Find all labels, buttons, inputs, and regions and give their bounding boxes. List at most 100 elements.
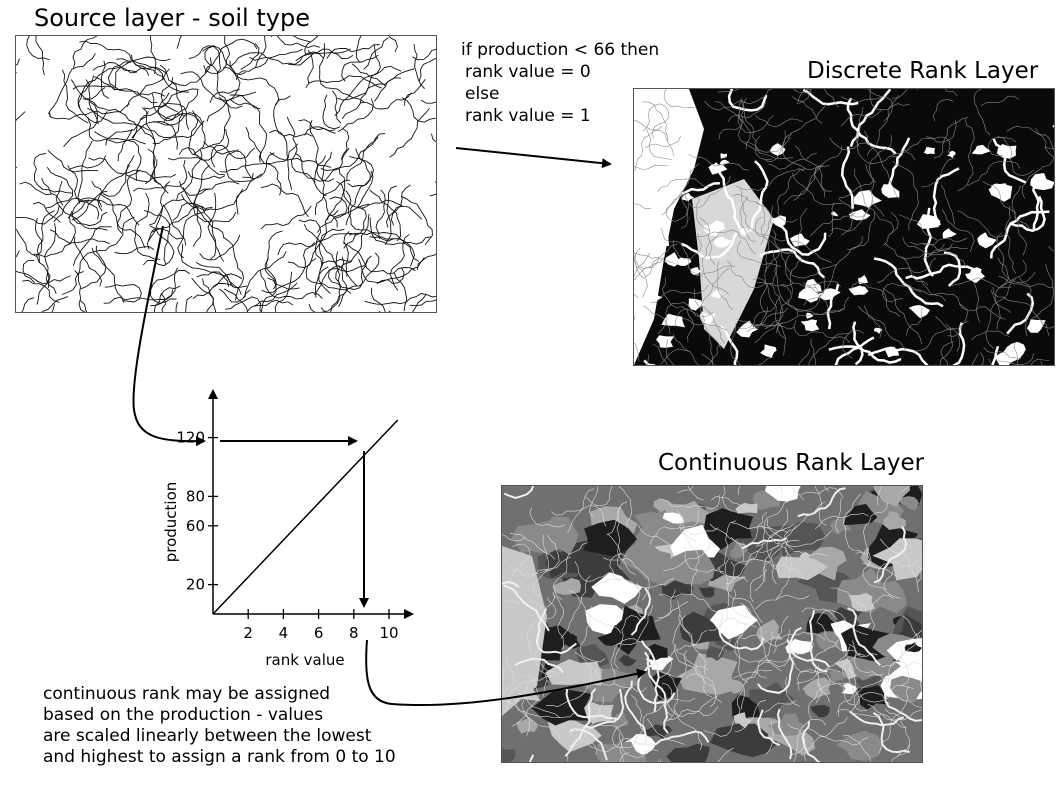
soil-contour — [318, 258, 352, 294]
rank-contour — [755, 594, 810, 610]
rank-contour — [636, 578, 675, 588]
rank-contour — [772, 229, 817, 289]
rank-contour — [612, 605, 653, 647]
rank-contour — [1011, 185, 1028, 256]
rank-contour — [850, 281, 901, 317]
rank-area — [706, 646, 725, 661]
soil-contour — [35, 217, 43, 257]
soil-contour — [132, 159, 188, 192]
rank-contour — [685, 673, 722, 703]
soil-contour — [149, 36, 157, 75]
soil-contour — [21, 297, 35, 312]
rank-contour — [809, 212, 856, 237]
rank-contour — [673, 333, 721, 365]
rank-contour — [814, 513, 869, 530]
rank-contour — [677, 486, 733, 512]
rank-contour — [731, 522, 789, 534]
soil-contour — [97, 155, 135, 212]
rank-contour — [738, 106, 751, 150]
soil-contour — [199, 234, 241, 261]
rank-stream — [640, 640, 660, 713]
low-rank-area — [665, 252, 679, 267]
rank-contour — [652, 649, 688, 678]
rank-area — [843, 503, 878, 526]
soil-contour — [345, 155, 371, 226]
rank-contour — [740, 187, 788, 242]
rank-contour — [940, 184, 955, 225]
y-tick-label: 20 — [186, 576, 205, 594]
rank-contour — [982, 180, 1030, 229]
rank-contour — [715, 520, 737, 572]
soil-contour — [16, 228, 51, 288]
rank-contour — [754, 114, 803, 128]
rank-area — [872, 538, 922, 581]
soil-contour — [345, 190, 394, 242]
rank-contour — [800, 487, 844, 498]
rank-contour — [757, 282, 784, 330]
rank-contour — [666, 674, 678, 722]
rank-contour — [742, 662, 770, 681]
soil-contour — [400, 195, 433, 246]
soil-contour — [355, 36, 362, 63]
rank-contour — [859, 685, 914, 703]
rank-contour — [949, 277, 1012, 289]
production-rank-graph: 2 4 6 8 10 20 60 80 120 rank value production — [162, 389, 414, 669]
caption-line: based on the production - values — [43, 705, 324, 725]
low-rank-area — [916, 214, 941, 229]
soil-contour — [254, 299, 294, 307]
rank-contour — [737, 296, 781, 330]
rank-contour — [673, 708, 703, 751]
rank-contour — [1021, 133, 1054, 199]
rank-contour — [502, 655, 515, 696]
soil-contour — [249, 51, 325, 65]
low-rank-stream — [771, 219, 827, 256]
rank-contour — [532, 534, 550, 597]
rank-contour — [695, 664, 717, 708]
rank-contour — [652, 343, 668, 365]
soil-contour — [212, 283, 248, 289]
soil-contour — [78, 216, 135, 275]
rank-contour — [793, 551, 829, 557]
rank-contour — [750, 285, 792, 327]
soil-contour — [317, 170, 374, 233]
soil-contour — [79, 40, 150, 76]
rank-area — [858, 685, 889, 710]
rank-contour — [634, 254, 648, 298]
soil-contour — [260, 205, 312, 230]
soil-contour — [337, 98, 374, 133]
x-tick-label: 8 — [349, 624, 359, 642]
soil-contour — [224, 149, 263, 183]
rank-contour — [862, 502, 888, 567]
rank-contour — [877, 257, 937, 284]
low-rank-area — [736, 320, 758, 338]
rank-contour — [649, 509, 699, 545]
rank-contour — [764, 650, 810, 663]
rank-contour — [971, 330, 1010, 341]
rank-contour — [709, 523, 745, 562]
caption-line: and highest to assign a rank from 0 to 1… — [43, 747, 396, 767]
rank-stream — [757, 639, 795, 694]
rank-contour — [787, 723, 806, 756]
rank-contour — [768, 152, 817, 170]
low-rank-area — [739, 227, 750, 236]
rank-contour — [565, 728, 597, 756]
rank-contour — [672, 233, 702, 260]
low-rank-area — [681, 192, 695, 202]
rank-area — [768, 713, 806, 736]
rank-contour — [634, 120, 663, 131]
rank-contour — [754, 322, 784, 344]
rank-contour — [876, 486, 882, 506]
caption-line: continuous rank may be assigned — [43, 684, 331, 704]
rank-contour — [983, 346, 1022, 359]
rank-contour — [803, 276, 826, 306]
rank-area — [516, 717, 538, 734]
rank-contour — [1035, 127, 1054, 158]
rank-contour — [793, 145, 842, 201]
rank-contour — [848, 643, 878, 657]
rank-contour — [610, 638, 640, 684]
soil-contour — [187, 171, 226, 180]
rank-contour — [838, 179, 875, 199]
rank-contour — [869, 89, 910, 111]
rank-contour — [553, 542, 589, 600]
rank-contour — [879, 538, 920, 593]
